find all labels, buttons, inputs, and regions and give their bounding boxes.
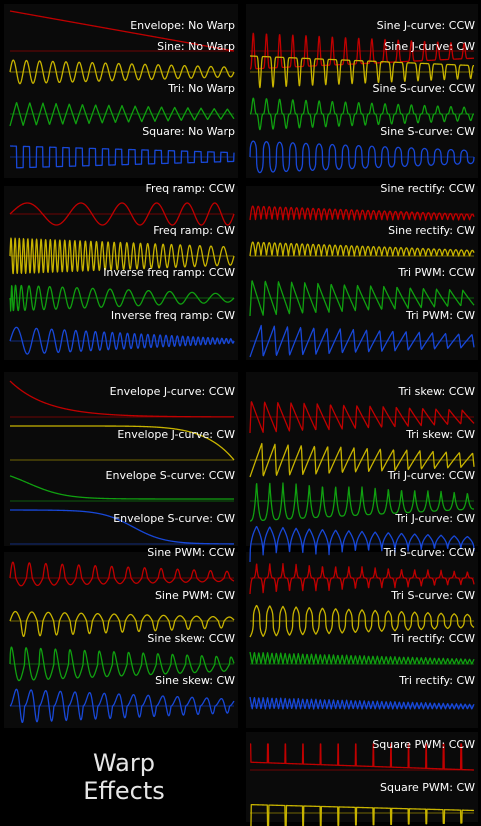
waveform-trace (9, 10, 235, 52)
trace-label: Tri: No Warp (167, 82, 235, 95)
trace-label: Sine rectify: CW (388, 224, 475, 237)
waveform-trace (9, 425, 235, 461)
waveform-trace (9, 326, 235, 355)
waveform-trace (9, 380, 235, 418)
title-line-2: Effects (83, 777, 165, 805)
trace-label: Sine rectify: CCW (380, 182, 475, 195)
trace-label: Envelope J-curve: CW (117, 428, 235, 441)
trace-label: Sine PWM: CW (155, 589, 235, 602)
waveform-trace (249, 525, 475, 563)
waveform-trace (250, 803, 475, 826)
trace-label: Sine S-curve: CW (380, 125, 475, 138)
waveform-trace (249, 97, 475, 131)
waveform-trace (249, 743, 475, 771)
waveform-trace (249, 205, 475, 221)
trace-label: Sine J-curve: CW (384, 40, 475, 53)
waveform-trace (249, 140, 475, 174)
waveform-trace (249, 563, 475, 595)
trace-label: Inverse freq ramp: CCW (103, 266, 235, 279)
waveform-trace (9, 688, 235, 724)
trace-label: Inverse freq ramp: CW (111, 309, 235, 322)
waveform-trace (249, 324, 475, 358)
trace-label: Tri rectify: CW (398, 674, 475, 687)
trace-label: Sine PWM: CCW (147, 546, 235, 559)
trace-label: Sine skew: CCW (147, 632, 235, 645)
trace-label: Tri S-curve: CCW (383, 546, 476, 559)
waveform-trace (9, 102, 235, 127)
waveform-trace (9, 59, 235, 85)
waveform-trace (9, 284, 235, 312)
trace-label: Envelope S-curve: CCW (106, 469, 236, 482)
title-line-1: Warp (93, 749, 155, 777)
waveform-trace (9, 475, 235, 500)
waveform-trace (249, 696, 475, 710)
waveform-trace (9, 202, 235, 226)
waveform-trace (9, 646, 235, 682)
waveform-trace (249, 442, 475, 478)
trace-label: Tri S-curve: CW (390, 589, 475, 602)
trace-label: Sine J-curve: CCW (377, 19, 475, 32)
trace-label: Tri skew: CW (405, 428, 475, 441)
waveform-trace (249, 604, 475, 638)
trace-label: Square PWM: CCW (372, 738, 475, 751)
waveform-trace (249, 401, 475, 434)
trace-label: Sine: No Warp (157, 40, 235, 53)
waveform-trace (9, 145, 235, 169)
waveform-trace (249, 280, 475, 317)
waveform-trace (9, 509, 235, 545)
trace-label: Freq ramp: CCW (146, 182, 236, 195)
waveform-trace (249, 482, 475, 522)
waveform-trace (9, 561, 235, 587)
trace-label: Freq ramp: CW (153, 224, 235, 237)
trace-label: Tri PWM: CW (405, 309, 475, 322)
trace-label: Envelope J-curve: CCW (110, 385, 235, 398)
trace-label: Sine S-curve: CCW (373, 82, 476, 95)
waveform-trace (9, 610, 235, 638)
trace-label: Tri J-curve: CCW (387, 469, 475, 482)
trace-label: Tri skew: CCW (398, 385, 476, 398)
waveform-trace (9, 237, 235, 275)
trace-label: Tri rectify: CCW (391, 632, 476, 645)
trace-label: Sine skew: CW (155, 674, 235, 687)
traces-layer: Envelope: No Warp Sine: No Warp Tri: No Wa… (9, 10, 476, 826)
waveform-trace (249, 241, 475, 257)
trace-label: Square PWM: CW (380, 781, 475, 794)
trace-label: Square: No Warp (142, 125, 235, 138)
trace-label: Tri PWM: CCW (397, 266, 475, 279)
trace-label: Envelope: No Warp (130, 19, 235, 32)
trace-label: Tri J-curve: CW (394, 512, 475, 525)
waveform-trace (249, 55, 475, 89)
waveform-trace (249, 651, 475, 665)
trace-label: Envelope S-curve: CW (113, 512, 235, 525)
